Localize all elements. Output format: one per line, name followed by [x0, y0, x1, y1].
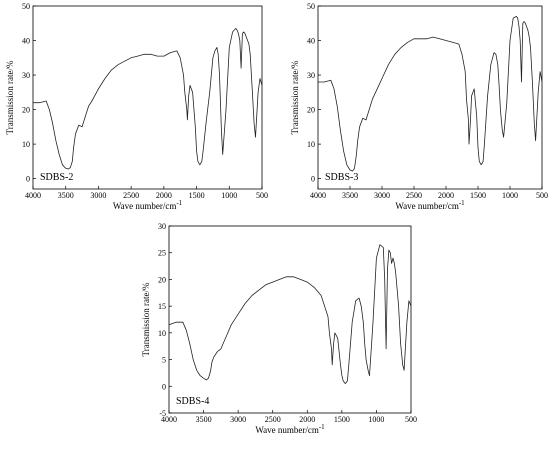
- x-tick-label: 4000: [310, 191, 326, 200]
- x-tick-label: 2500: [406, 191, 422, 200]
- sample-label: SDBS-3: [325, 172, 358, 183]
- x-tick-label: 3500: [58, 191, 74, 200]
- spectrum-line: [318, 15, 543, 172]
- y-tick-label: 15: [158, 302, 166, 311]
- x-tick-label: 500: [256, 191, 268, 200]
- chart-panel-1: 4000 3500 3000 2500 2000 1500 1000 500 0 10 20 30 40…: [5, 2, 268, 211]
- y-tick-label: 0: [162, 382, 166, 391]
- spectrum-line: [33, 28, 263, 170]
- spectrum-line: [168, 244, 412, 384]
- y-tick-label: 0: [311, 175, 315, 184]
- y-tick-label: 10: [158, 329, 166, 338]
- x-tick-label: 3000: [374, 191, 390, 200]
- y-tick-label: 10: [307, 140, 315, 149]
- y-tick-label: 5: [162, 356, 166, 365]
- y-tick-label: 25: [158, 249, 166, 258]
- y-tick-label: 30: [158, 222, 166, 231]
- x-tick-label: 3000: [230, 415, 246, 424]
- x-tick-label: 2000: [438, 191, 454, 200]
- y-tick-label: 20: [22, 106, 30, 115]
- sample-label: SDBS-4: [176, 396, 209, 407]
- y-tick-label: 50: [307, 2, 315, 11]
- y-tick-label: 0: [26, 175, 30, 184]
- y-tick-label: -5: [159, 409, 166, 418]
- y-tick-label: 50: [22, 2, 30, 11]
- x-axis-label-superscript: -1: [319, 423, 325, 431]
- chart-panel-3: 4000 3500 3000 2500 2000 1500 1000 500 -5 0 5 10 15 2…: [141, 222, 417, 435]
- x-axis-label-text: Wave number/cm: [113, 201, 177, 211]
- y-tick-label: 20: [307, 106, 315, 115]
- x-tick-label: 4000: [25, 191, 41, 200]
- plot-frame: [32, 5, 263, 190]
- y-axis-label: Transmission rate/%: [141, 282, 151, 356]
- x-tick-label: 3000: [90, 191, 106, 200]
- x-tick-label: 2000: [156, 191, 172, 200]
- x-tick-label: 1000: [221, 191, 237, 200]
- x-tick-label: 1500: [470, 191, 486, 200]
- x-tick-label: 1000: [502, 191, 518, 200]
- plot-frame: [317, 5, 543, 190]
- x-tick-label: 2500: [123, 191, 139, 200]
- x-axis-label: Wave number/cm-1: [113, 199, 183, 211]
- x-tick-label: 500: [405, 415, 417, 424]
- y-axis-label: Transmission rate/%: [5, 60, 15, 134]
- x-axis-label-text: Wave number/cm: [255, 425, 319, 435]
- x-tick-label: 2500: [265, 415, 281, 424]
- x-axis-label: Wave number/cm-1: [255, 423, 325, 435]
- y-tick-label: 30: [22, 71, 30, 80]
- y-tick-label: 40: [22, 37, 30, 46]
- x-tick-label: 1500: [334, 415, 350, 424]
- x-tick-label: 3500: [342, 191, 358, 200]
- chart-panel-2: 4000 3500 3000 2500 2000 1500 1000 500 0 10 20 30 40…: [290, 2, 548, 211]
- sample-label: SDBS-2: [40, 172, 73, 183]
- x-axis-label-superscript: -1: [176, 199, 182, 207]
- y-tick-label: 40: [307, 37, 315, 46]
- x-tick-label: 500: [536, 191, 548, 200]
- x-tick-label: 1000: [368, 415, 384, 424]
- x-axis-label-text: Wave number/cm: [395, 201, 459, 211]
- x-axis-label-superscript: -1: [459, 199, 465, 207]
- plot-frame: [168, 225, 412, 414]
- y-tick-label: 30: [307, 71, 315, 80]
- y-tick-label: 20: [158, 275, 166, 284]
- x-axis-label: Wave number/cm-1: [395, 199, 465, 211]
- x-tick-label: 2000: [299, 415, 315, 424]
- y-axis-label: Transmission rate/%: [290, 60, 300, 134]
- x-tick-label: 4000: [161, 415, 177, 424]
- x-tick-label: 1500: [189, 191, 205, 200]
- x-tick-label: 3500: [196, 415, 212, 424]
- y-tick-label: 10: [22, 140, 30, 149]
